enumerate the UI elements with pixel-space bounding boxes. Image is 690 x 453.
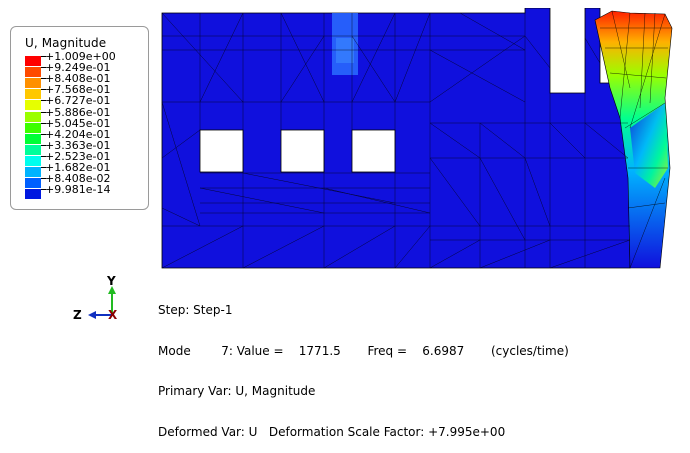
- step-info-panel: Step: Step-1 Mode 7: Value = 1771.5 Freq…: [158, 277, 569, 453]
- legend-color-swatch: [25, 122, 41, 133]
- legend-color-swatch: [25, 78, 41, 89]
- opening-2: [280, 129, 325, 173]
- legend-color-swatch: [25, 67, 41, 78]
- legend-color-swatch: [25, 133, 41, 144]
- legend-color-swatch: [25, 111, 41, 122]
- opening-3: [351, 129, 396, 173]
- legend-color-swatch: [25, 144, 41, 155]
- step-line: Step: Step-1: [158, 303, 233, 317]
- legend-value-label: +8.408e-01: [45, 72, 111, 86]
- legend-color-swatch: [25, 178, 41, 189]
- legend-value-label: +5.886e-01: [45, 105, 111, 119]
- legend-color-swatch: [25, 89, 41, 100]
- contour-legend: U, Magnitude +1.009e+00 +9.249e-01 +8.408e…: [10, 26, 149, 210]
- legend-tick: [41, 133, 46, 135]
- legend-value-label: +4.204e-01: [45, 127, 111, 141]
- opening-1: [199, 129, 244, 173]
- legend-color-swatch: [25, 155, 41, 166]
- legend-tick: [41, 78, 46, 80]
- legend-tick: [41, 178, 46, 180]
- legend-color-swatch: [25, 189, 41, 200]
- legend-value-label: +8.408e-02: [45, 172, 111, 186]
- legend-value-label: +3.363e-01: [45, 138, 111, 152]
- mode-line: Mode 7: Value = 1771.5 Freq = 6.6987 (cy…: [158, 343, 569, 358]
- legend-tick: [41, 144, 46, 146]
- deformed-var-line: Deformed Var: U Deformation Scale Factor…: [158, 424, 506, 439]
- fe-model-viewport[interactable]: [160, 8, 690, 273]
- legend-value-label: +9.249e-01: [45, 61, 111, 75]
- legend-color-swatch: [25, 100, 41, 111]
- legend-value-label: +7.568e-01: [45, 83, 111, 97]
- legend-tick: [41, 189, 46, 191]
- legend-value-label: +6.727e-01: [45, 94, 111, 108]
- legend-value-label: +5.045e-01: [45, 116, 111, 130]
- y-axis-label: Y: [107, 274, 116, 288]
- legend-tick: [41, 67, 46, 69]
- legend-value-label: +9.981e-14: [45, 183, 111, 197]
- legend-color-swatch: [25, 56, 41, 66]
- legend-tick: [41, 111, 46, 113]
- legend-tick: [41, 155, 46, 157]
- legend-color-swatch: [25, 167, 41, 177]
- legend-tick: [41, 100, 46, 102]
- legend-tick: [41, 167, 46, 168]
- legend-value-label: +2.523e-01: [45, 149, 111, 163]
- legend-value-label: +1.682e-01: [45, 161, 111, 174]
- legend-title: U, Magnitude: [25, 36, 107, 50]
- legend-tick: [41, 56, 46, 57]
- axis-triad: Y Z X: [70, 270, 130, 330]
- legend-tick: [41, 122, 46, 124]
- x-axis-label: X: [108, 308, 118, 322]
- legend-value-label: +1.009e+00: [45, 50, 116, 63]
- z-axis-label: Z: [73, 308, 82, 322]
- primary-var-line: Primary Var: U, Magnitude: [158, 384, 316, 398]
- legend-tick: [41, 89, 46, 91]
